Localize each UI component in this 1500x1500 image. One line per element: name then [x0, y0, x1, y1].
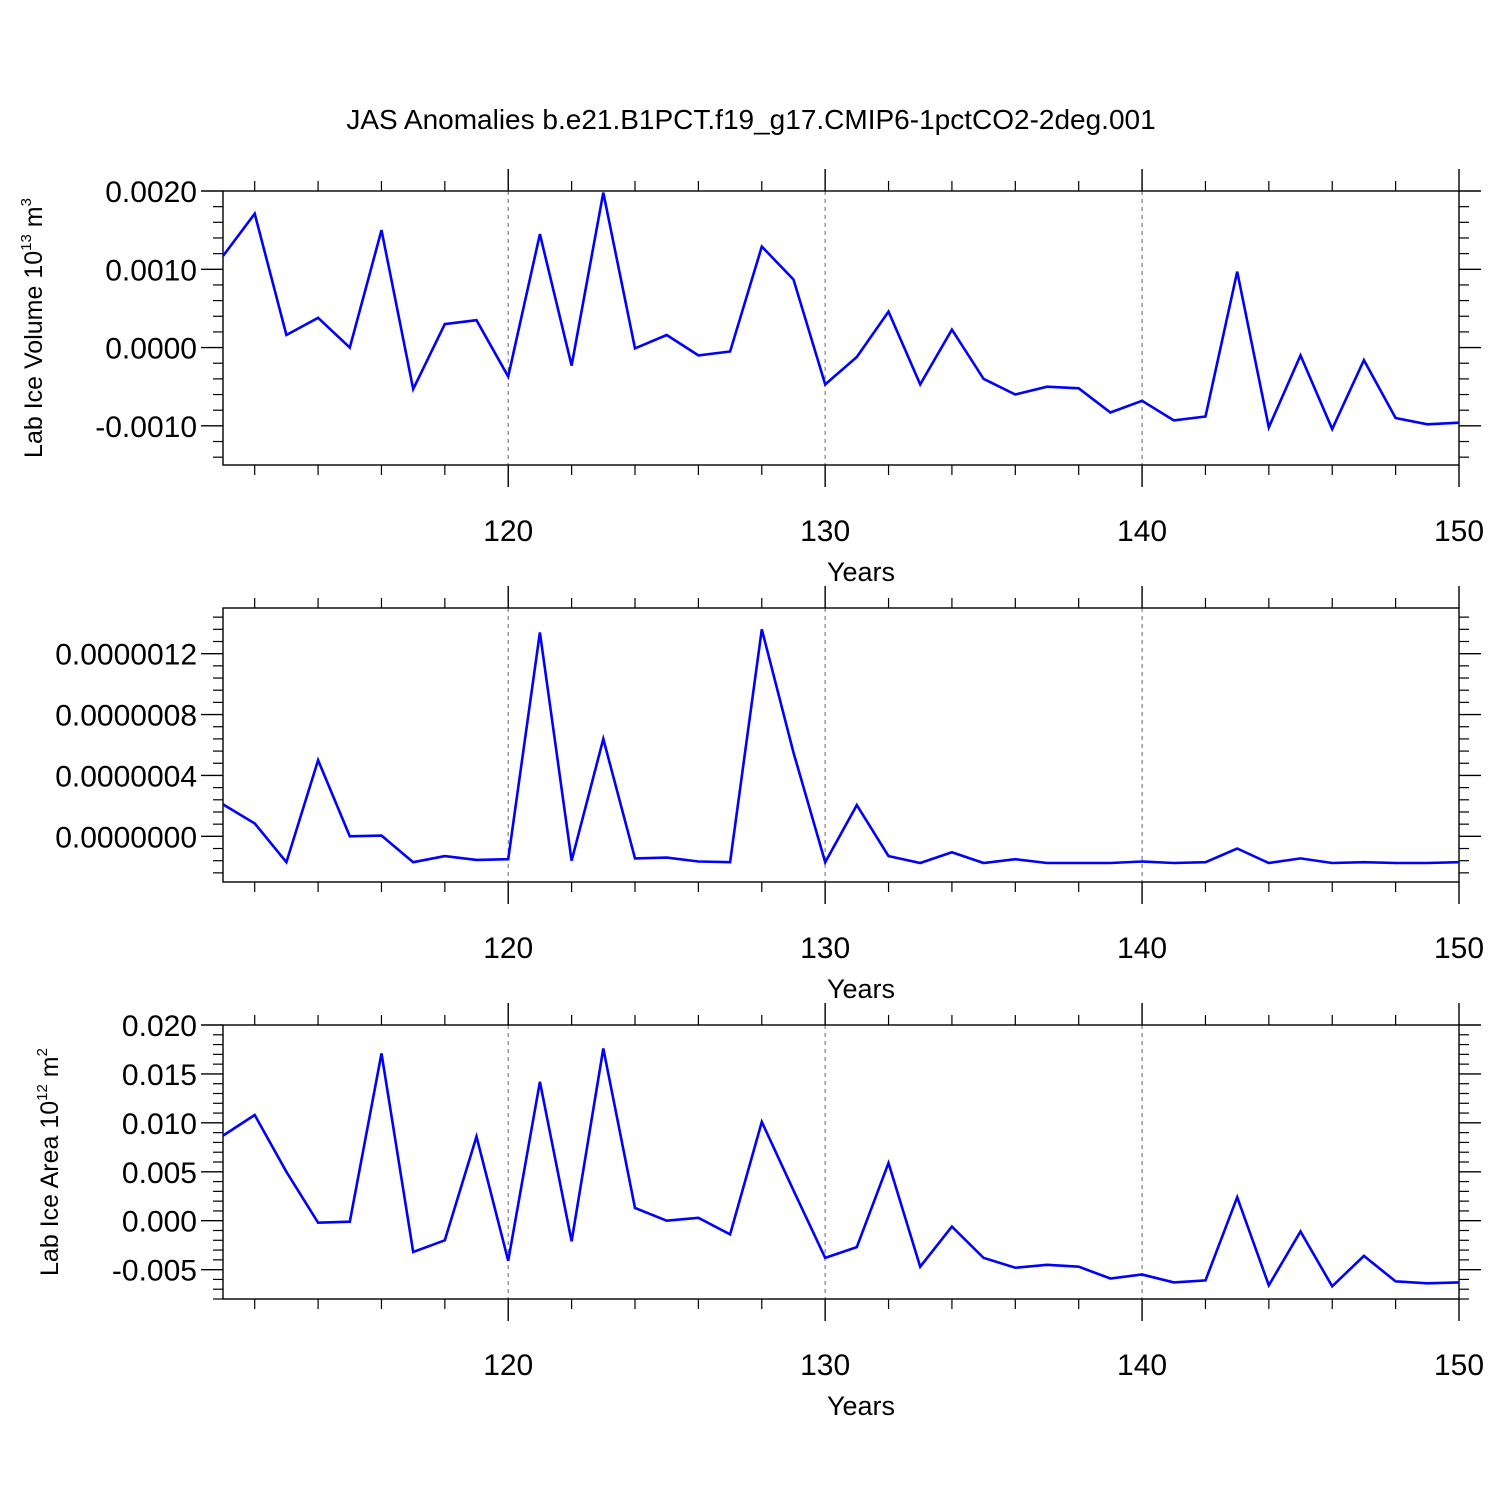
- y-tick-label: 0.005: [122, 1157, 197, 1190]
- x-tick-label: 140: [1117, 932, 1167, 965]
- y-tick-label: 0.015: [122, 1059, 197, 1092]
- x-tick-label: 150: [1434, 515, 1484, 548]
- x-tick-label: 150: [1434, 1349, 1484, 1382]
- y-tick-label: 0.0000004: [55, 760, 197, 793]
- plot-frame: [222, 607, 1460, 883]
- x-axis-label: Years: [827, 974, 895, 1004]
- series-line: [222, 1048, 1460, 1289]
- y-tick-label: 0.0020: [105, 176, 197, 209]
- y-axis-label: Lab Ice Area 1012 m2: [34, 1048, 64, 1276]
- y-tick-label: 0.0000012: [55, 639, 197, 672]
- y-tick-label: 0.010: [122, 1108, 197, 1141]
- x-tick-label: 130: [800, 932, 850, 965]
- x-tick-label: 130: [800, 1349, 850, 1382]
- series-line: [222, 628, 1460, 866]
- panel-2: 120 130 140 150 0.0000000 0.0000004 0.0000008 0…: [55, 586, 1484, 1004]
- y-tick-label: 0.0000008: [55, 700, 197, 733]
- figure-title: JAS Anomalies b.e21.B1PCT.f19_g17.CMIP6-…: [346, 104, 1155, 135]
- y-tick-label: -0.0010: [95, 411, 197, 444]
- x-tick-label: 140: [1117, 1349, 1167, 1382]
- panel-3: 120 130 140 150 -0.005 0.000 0.005 0.010 0.015 0.…: [34, 1003, 1484, 1421]
- x-tick-label: 120: [483, 932, 533, 965]
- x-tick-label: 150: [1434, 932, 1484, 965]
- x-tick-label: 130: [800, 515, 850, 548]
- chart-panels: 120 130 140 150 -0.0010 0.0000 0.0010 0.0020 Yea…: [18, 169, 1484, 1421]
- plot-frame: [222, 190, 1460, 466]
- y-tick-label: -0.005: [112, 1255, 197, 1288]
- plot-frame: [222, 1024, 1460, 1300]
- y-tick-label: 0.000: [122, 1206, 197, 1239]
- x-tick-label: 120: [483, 515, 533, 548]
- x-tick-label: 140: [1117, 515, 1167, 548]
- x-axis-label: Years: [827, 1391, 895, 1421]
- y-tick-label: 0.0010: [105, 254, 197, 287]
- x-tick-label: 120: [483, 1349, 533, 1382]
- y-tick-label: 0.020: [122, 1010, 197, 1043]
- x-axis-label: Years: [827, 557, 895, 587]
- series-line: [221, 192, 1460, 433]
- y-tick-label: 0.0000000: [55, 821, 197, 854]
- y-axis-label: Lab Ice Volume 1013 m3: [18, 198, 48, 458]
- y-tick-label: 0.0000: [105, 333, 197, 366]
- panel-1: 120 130 140 150 -0.0010 0.0000 0.0010 0.0020 Yea…: [18, 169, 1484, 587]
